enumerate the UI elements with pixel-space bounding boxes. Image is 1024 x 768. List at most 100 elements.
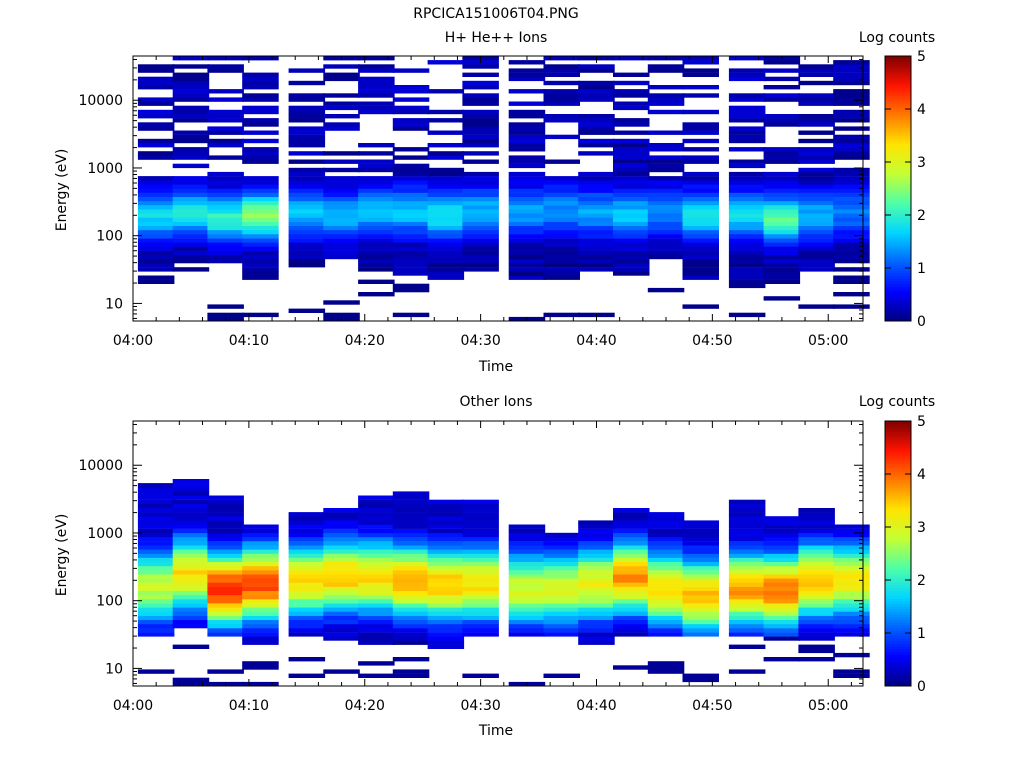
heatmap-cell xyxy=(392,673,430,678)
heatmap-cell xyxy=(137,254,175,260)
heatmap-cell xyxy=(137,603,175,608)
heatmap-cell xyxy=(172,254,210,260)
heatmap-cell xyxy=(462,213,499,218)
heatmap-cell xyxy=(242,138,279,144)
heatmap-cell xyxy=(682,271,719,276)
heatmap-cell xyxy=(137,246,175,251)
colorbar-segment xyxy=(885,183,911,187)
colorbar-segment xyxy=(885,77,911,81)
heatmap-cell xyxy=(323,200,360,206)
heatmap-cell xyxy=(392,495,430,500)
heatmap-cell xyxy=(427,109,465,115)
heatmap-cell xyxy=(323,209,360,214)
x-axis-label: Time xyxy=(478,723,513,739)
heatmap-cell xyxy=(763,254,801,260)
x-tick-label: 04:10 xyxy=(229,698,269,714)
heatmap-cell xyxy=(358,279,395,284)
heatmap-cell xyxy=(242,56,279,61)
heatmap-cell xyxy=(323,570,360,575)
heatmap-cell xyxy=(392,536,430,542)
colorbar-segment xyxy=(885,313,911,317)
heatmap-cell xyxy=(833,619,870,625)
heatmap-cell xyxy=(508,578,546,583)
heatmap-cell xyxy=(358,536,395,542)
heatmap-cell xyxy=(543,234,580,239)
heatmap-cell xyxy=(682,628,719,633)
heatmap-cell xyxy=(833,532,870,538)
colorbar-segment xyxy=(885,513,911,517)
heatmap-cell xyxy=(358,229,395,235)
heatmap-cell xyxy=(172,80,210,86)
heatmap-cells xyxy=(137,56,870,322)
heatmap-cell xyxy=(427,217,465,222)
heatmap-cell xyxy=(613,628,650,633)
heatmap-cell xyxy=(798,147,835,152)
heatmap-cell xyxy=(242,665,279,670)
heatmap-cell xyxy=(682,171,719,177)
heatmap-cell xyxy=(682,536,719,542)
heatmap-cell xyxy=(763,603,801,608)
colorbar-segment xyxy=(885,580,911,584)
heatmap-cell xyxy=(358,561,395,567)
heatmap-cell xyxy=(647,143,685,148)
heatmap-cell xyxy=(763,557,801,562)
heatmap-cell xyxy=(323,205,360,210)
colorbar-segment xyxy=(885,268,911,272)
heatmap-cell xyxy=(833,109,870,115)
heatmap-cell xyxy=(728,229,766,235)
colorbar-tick-label: 4 xyxy=(917,467,926,483)
heatmap-cell xyxy=(543,80,580,86)
heatmap-cell xyxy=(137,508,175,513)
colorbar-segment xyxy=(885,476,911,480)
heatmap-cell xyxy=(172,114,210,119)
colorbar-segment xyxy=(885,63,911,67)
y-tick-label: 10 xyxy=(105,661,123,677)
colorbar-segment xyxy=(885,196,911,200)
heatmap-cell xyxy=(728,147,766,152)
heatmap-cell xyxy=(172,495,210,500)
heatmap-cell xyxy=(728,528,766,534)
heatmap-cell xyxy=(508,89,546,94)
heatmap-cell xyxy=(288,524,326,529)
heatmap-cell xyxy=(543,184,580,189)
colorbar-segment xyxy=(885,428,911,432)
colorbar-segment xyxy=(885,98,911,102)
heatmap-cell xyxy=(288,570,326,575)
heatmap-cell xyxy=(392,532,430,538)
colorbar-segment xyxy=(885,421,911,425)
heatmap-cell xyxy=(798,512,835,517)
colorbar-segment xyxy=(885,124,911,128)
heatmap-cell xyxy=(427,594,465,600)
heatmap-cell xyxy=(508,188,546,193)
heatmap-cell xyxy=(137,85,175,90)
heatmap-cell xyxy=(763,250,801,255)
heatmap-cell xyxy=(207,143,244,148)
heatmap-cell xyxy=(358,89,395,94)
colorbar-segment xyxy=(885,132,911,136)
heatmap-cell xyxy=(578,246,615,251)
heatmap-cell xyxy=(288,167,326,173)
heatmap-cell xyxy=(427,263,465,268)
colorbar-segment xyxy=(885,471,911,475)
heatmap-cell xyxy=(578,267,615,272)
heatmap-cell xyxy=(462,97,499,102)
colorbar-segment xyxy=(885,283,911,287)
heatmap-cell xyxy=(613,516,650,521)
heatmap-cell xyxy=(833,628,870,633)
heatmap-cell xyxy=(763,221,801,226)
heatmap-cell xyxy=(172,85,210,90)
heatmap-cell xyxy=(613,221,650,226)
heatmap-cell xyxy=(207,495,244,500)
heatmap-cell xyxy=(613,229,650,235)
colorbar-segment xyxy=(885,175,911,179)
heatmap-cell xyxy=(172,188,210,193)
colorbar-segment xyxy=(885,561,911,565)
heatmap-cell xyxy=(137,565,175,571)
heatmap-cell xyxy=(207,574,244,579)
heatmap-cell xyxy=(798,205,835,210)
x-tick-label: 05:00 xyxy=(808,333,848,349)
heatmap-cell xyxy=(728,669,766,674)
heatmap-cell xyxy=(647,101,685,106)
heatmap-cell xyxy=(358,196,395,202)
heatmap-cell xyxy=(207,594,244,600)
